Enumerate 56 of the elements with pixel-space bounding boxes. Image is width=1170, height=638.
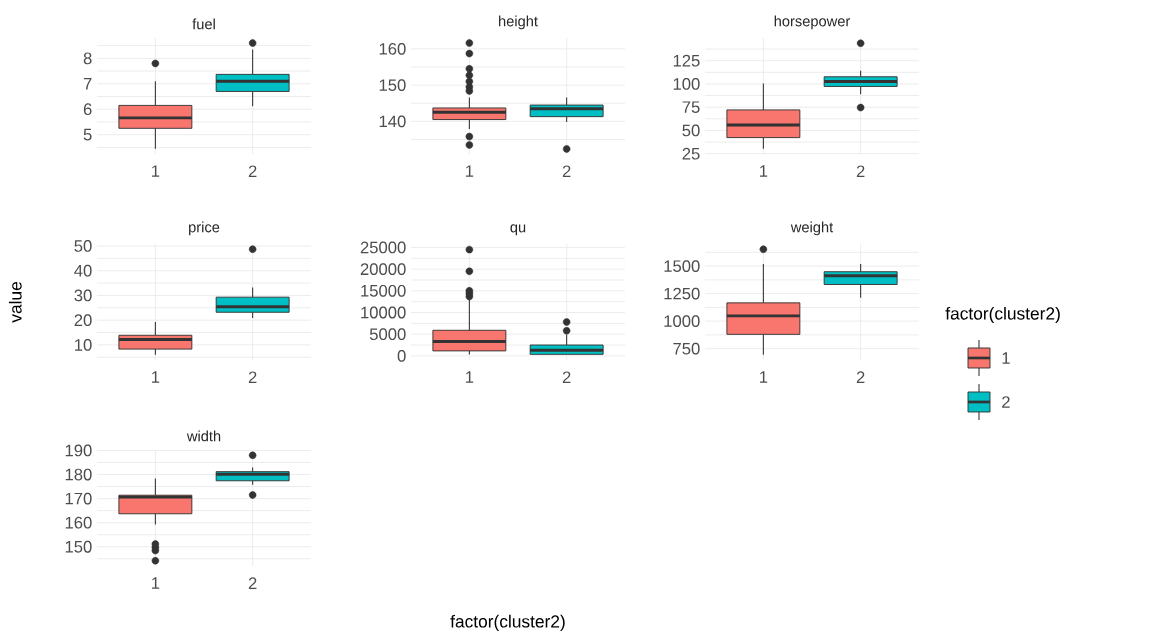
y-tick-label: 750 <box>673 342 700 355</box>
y-tick-label: 50 <box>74 240 92 252</box>
x-tick-label: 2 <box>562 165 571 178</box>
chart-title: price <box>189 221 220 236</box>
y-tick-label: 160 <box>65 516 92 529</box>
y-tick-label: 75 <box>682 101 700 114</box>
y-tick-label: 10 <box>75 339 92 351</box>
y-tick-label: 1500 <box>664 260 700 273</box>
y-tick-label: 10000 <box>361 306 406 319</box>
y-tick-label: 160 <box>379 42 406 55</box>
y-tick-label: 150 <box>65 540 92 553</box>
y-tick-label: 1000 <box>664 315 700 328</box>
y-tick-label: 125 <box>673 54 700 67</box>
x-tick-label: 1 <box>466 371 474 383</box>
x-tick-label: 1 <box>760 371 768 383</box>
x-tick-label: 1 <box>152 165 160 177</box>
y-tick-label: 15000 <box>361 284 406 297</box>
y-tick-label: 5 <box>83 128 92 141</box>
x-tick-label: 1 <box>760 165 768 177</box>
legend-label: 1 <box>1002 352 1010 364</box>
y-tick-label: 8 <box>83 52 92 65</box>
x-tick-label: 2 <box>248 165 257 178</box>
legend-label: 2 <box>1002 396 1010 408</box>
chart-title: height <box>499 15 538 30</box>
y-tick-label: 25000 <box>360 241 406 254</box>
y-tick-label: 40 <box>74 264 92 277</box>
y-tick-label: 20000 <box>360 263 406 276</box>
chart-title: qu <box>510 224 526 236</box>
y-tick-label: 50 <box>682 124 700 137</box>
x-tick-label: 2 <box>248 371 257 383</box>
y-tick-label: 1250 <box>664 287 700 300</box>
x-tick-label: 2 <box>562 371 571 383</box>
y-tick-label: 180 <box>65 468 92 481</box>
chart-title: weight <box>790 221 834 236</box>
x-tick-label: 1 <box>466 165 474 177</box>
y-tick-label: 20 <box>74 314 92 327</box>
chart-title: width <box>186 430 221 442</box>
legend-title: factor(cluster2) <box>945 306 1060 324</box>
y-tick-label: 190 <box>65 444 92 457</box>
x-tick-label: 2 <box>856 165 865 177</box>
y-tick-label: 170 <box>65 492 92 505</box>
y-axis-title: value <box>8 282 22 323</box>
y-tick-label: 30 <box>74 289 92 302</box>
y-tick-label: 0 <box>397 349 406 362</box>
y-tick-label: 5000 <box>369 328 406 341</box>
x-axis-title: factor(cluster2) <box>450 614 565 632</box>
chart-title: horsepower <box>774 15 851 30</box>
x-tick-label: 2 <box>856 371 865 383</box>
y-tick-label: 7 <box>83 78 92 90</box>
chart-title: fuel <box>192 18 215 30</box>
y-tick-label: 140 <box>379 115 406 128</box>
y-tick-label: 100 <box>673 78 700 90</box>
y-tick-label: 150 <box>379 79 406 92</box>
x-tick-label: 1 <box>152 371 160 383</box>
y-tick-label: 25 <box>682 147 700 160</box>
y-tick-label: 6 <box>83 103 92 116</box>
